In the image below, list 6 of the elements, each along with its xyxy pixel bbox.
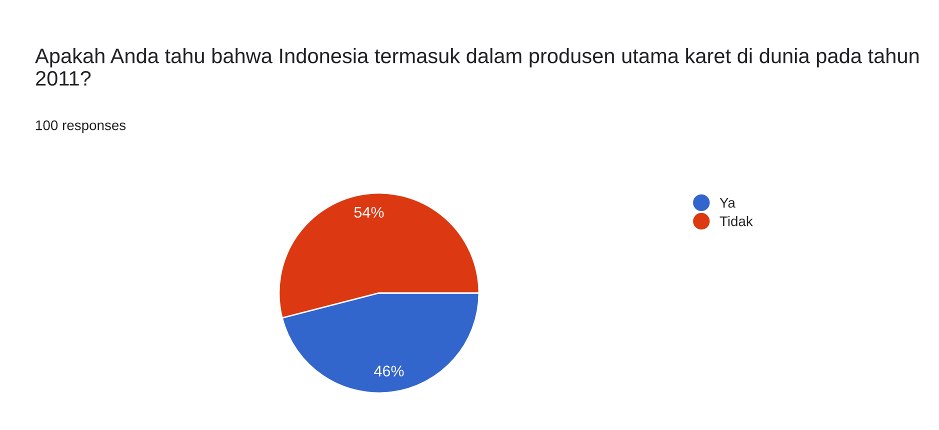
legend-label: Tidak xyxy=(720,216,753,226)
legend-label: Ya xyxy=(720,198,736,208)
data-label: 46% xyxy=(374,366,404,376)
data-label: 54% xyxy=(354,206,384,218)
chart-title: Apakah Anda tahu bahwa Indonesia termasuk dalam produsen utama karet di dunia pada tahun 2011? xyxy=(35,48,919,86)
text: 100 responses xyxy=(36,120,126,133)
